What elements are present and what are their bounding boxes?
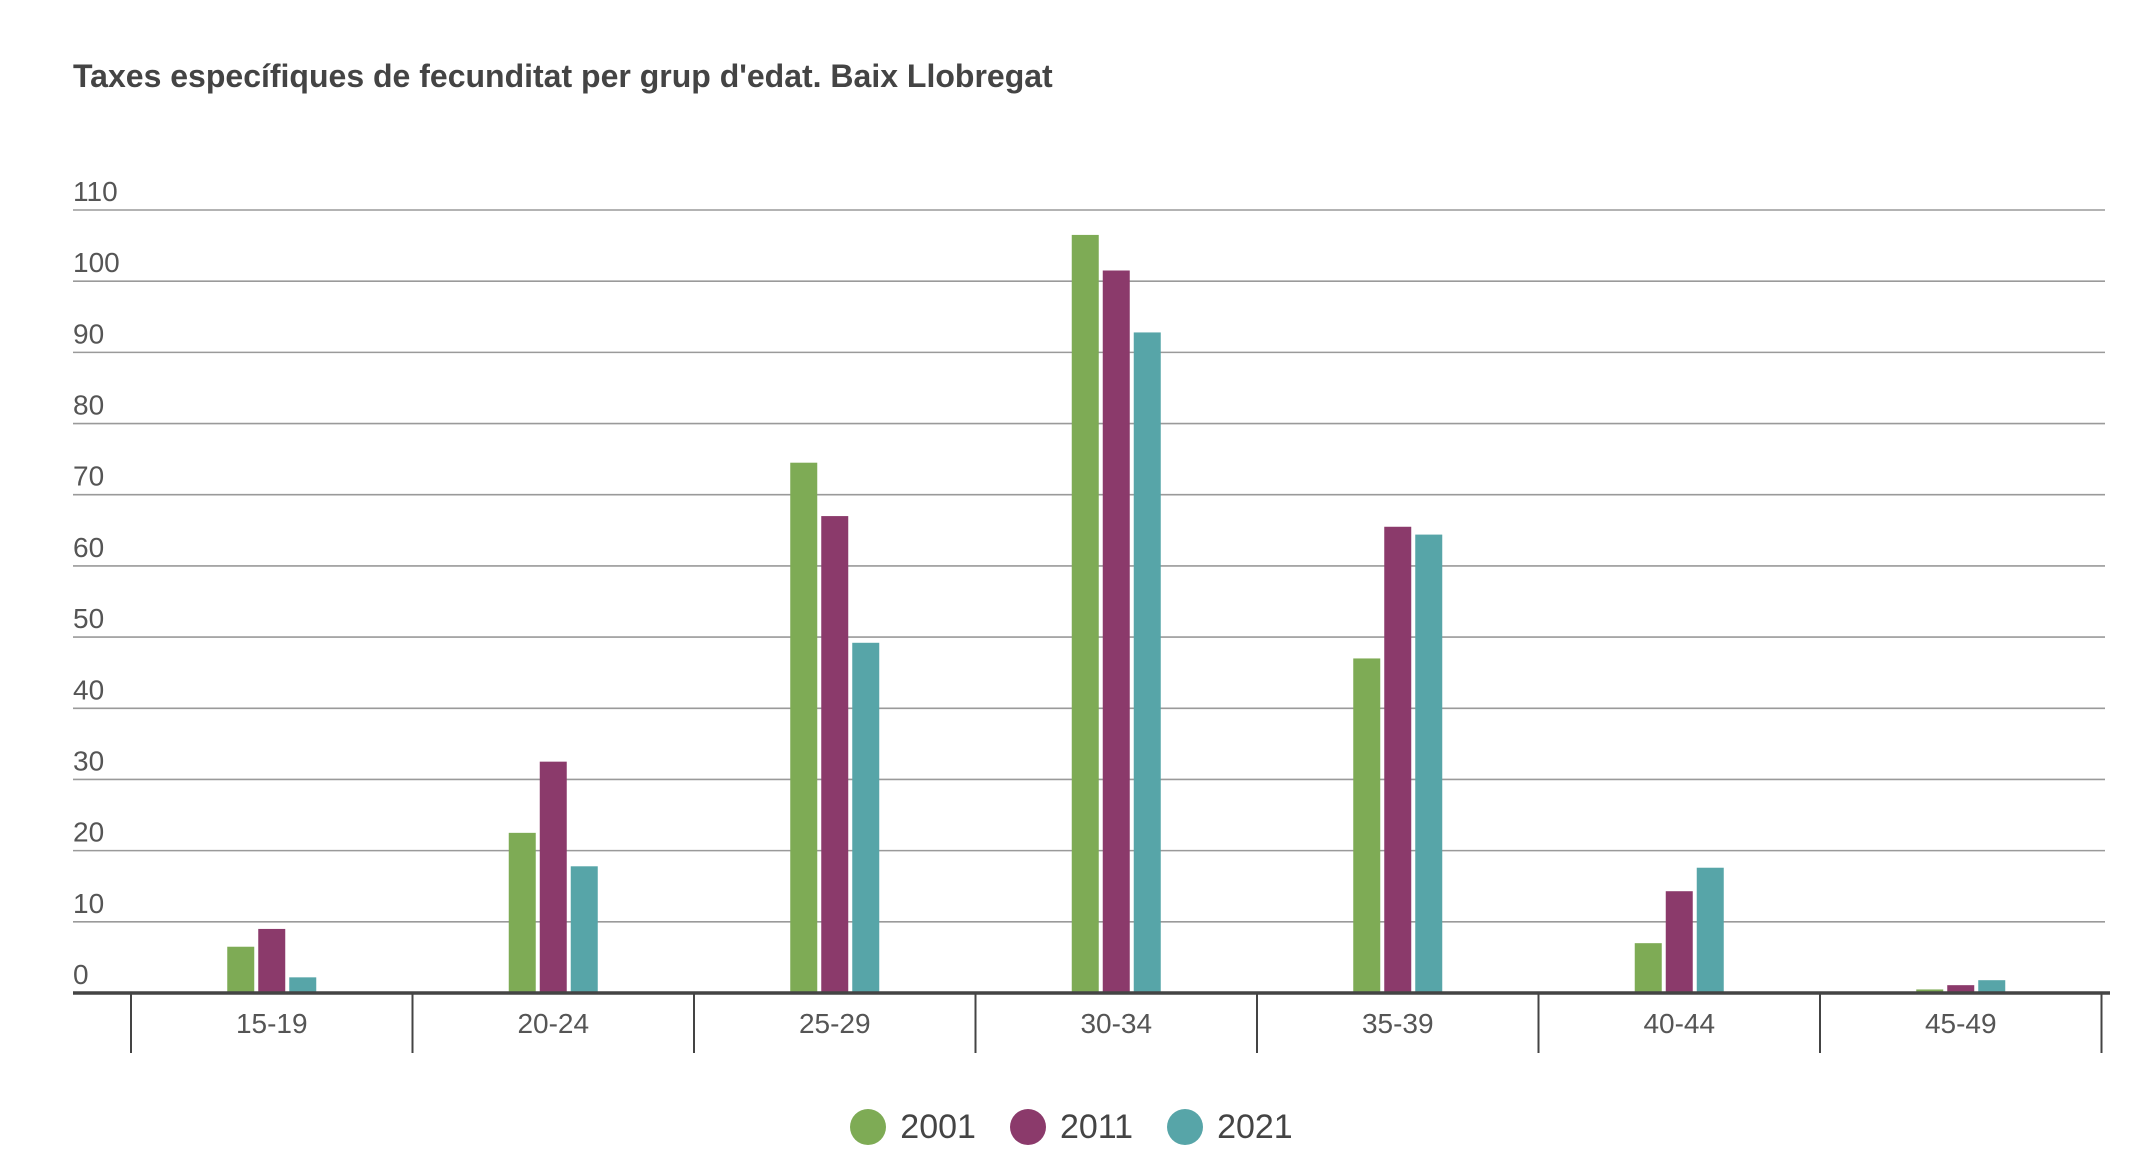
y-axis-tick-labels: 0 10 20 30 40 50 60 70 80 90 100 110 [73, 176, 120, 990]
bar-45-49-2001 [1916, 989, 1944, 993]
bar-35-39-2021 [1415, 534, 1443, 993]
legend-item-2001[interactable]: 2001 [850, 1107, 976, 1147]
bar-25-29-2011 [821, 516, 849, 993]
legend-marker-2001 [850, 1109, 887, 1145]
bar-40-44-2001 [1634, 943, 1662, 993]
x-tick-label-25-29: 25-29 [799, 1008, 871, 1039]
y-tick-label-20: 20 [73, 817, 104, 848]
legend-marker-2021 [1167, 1109, 1204, 1145]
bar-15-19-2011 [258, 928, 286, 993]
y-tick-label-90: 90 [73, 318, 104, 349]
y-tick-label-80: 80 [73, 390, 104, 421]
y-tick-label-60: 60 [73, 532, 104, 563]
bar-40-44-2021 [1696, 867, 1724, 993]
bar-45-49-2011 [1947, 985, 1975, 993]
y-tick-label-100: 100 [73, 247, 120, 278]
chart-title: Taxes específiques de fecunditat per gru… [73, 58, 1053, 94]
x-tick-label-15-19: 15-19 [236, 1008, 308, 1039]
bar-35-39-2001 [1353, 658, 1381, 993]
bar-45-49-2021 [1978, 980, 2006, 993]
x-tick-label-40-44: 40-44 [1643, 1008, 1715, 1039]
x-tick-label-20-24: 20-24 [517, 1008, 589, 1039]
x-tick-label-45-49: 45-49 [1925, 1008, 1997, 1039]
bar-35-39-2011 [1384, 526, 1412, 993]
bar-20-24-2011 [539, 761, 567, 993]
legend: 2001 2011 2021 [0, 1107, 2143, 1147]
legend-label-2021: 2021 [1217, 1108, 1293, 1146]
y-tick-label-70: 70 [73, 461, 104, 492]
bar-25-29-2021 [852, 642, 880, 993]
y-tick-label-40: 40 [73, 674, 104, 705]
y-tick-label-10: 10 [73, 888, 104, 919]
y-tick-label-110: 110 [73, 176, 118, 207]
y-tick-label-0: 0 [73, 959, 89, 990]
bars [227, 234, 2006, 994]
y-tick-label-50: 50 [73, 603, 104, 634]
x-tick-label-30-34: 30-34 [1080, 1008, 1152, 1039]
x-axis [73, 991, 2110, 1053]
bar-15-19-2001 [227, 946, 255, 993]
bar-40-44-2011 [1665, 891, 1693, 993]
bar-20-24-2001 [508, 832, 536, 993]
bar-20-24-2021 [570, 866, 598, 993]
x-axis-tick-labels: 15-19 20-24 25-29 30-34 35-39 40-44 45-49 [236, 1008, 1997, 1039]
bar-30-34-2001 [1071, 234, 1099, 993]
legend-item-2011[interactable]: 2011 [1009, 1107, 1134, 1147]
legend-label-2001: 2001 [900, 1108, 976, 1146]
legend-marker-2011 [1009, 1109, 1046, 1145]
legend-item-2021[interactable]: 2021 [1167, 1107, 1293, 1147]
x-tick-label-35-39: 35-39 [1362, 1008, 1434, 1039]
bar-15-19-2021 [289, 977, 317, 993]
bar-30-34-2021 [1133, 332, 1161, 993]
y-tick-label-30: 30 [73, 745, 104, 776]
bar-25-29-2001 [790, 462, 818, 994]
bar-30-34-2011 [1102, 270, 1130, 994]
legend-label-2011: 2011 [1059, 1108, 1134, 1146]
